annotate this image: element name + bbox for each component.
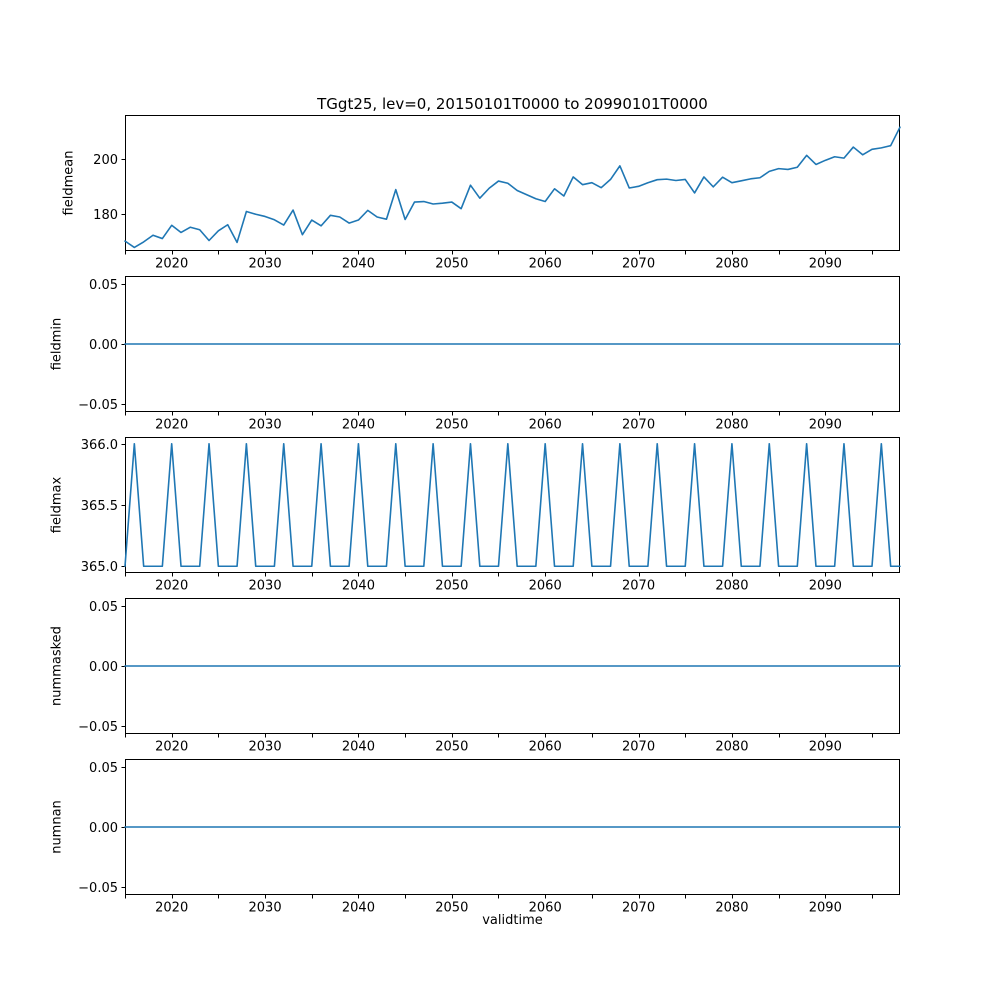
x-tick-label: 2080 [715,579,748,594]
x-tick-label: 2050 [435,418,468,433]
y-axis-label-nummasked: nummasked [49,626,65,706]
x-tick-label: 2030 [249,901,282,916]
x-tick-label: 2060 [529,257,562,272]
fieldmean-line [124,126,901,249]
x-tick-label: 2050 [435,257,468,272]
x-tick-label: 2090 [809,579,842,594]
x-tick-label: 2030 [249,418,282,433]
x-tick-label: 2020 [155,740,188,755]
x-tick-label: 2040 [342,418,375,433]
x-tick-label: 2090 [809,418,842,433]
x-tick-label: 2040 [342,740,375,755]
y-tick-label: 200 [93,153,118,168]
y-tick-label: 0.05 [89,761,118,776]
x-tick-label: 2060 [529,740,562,755]
y-axis-label-fieldmin: fieldmin [49,317,65,371]
y-tick-label: −0.05 [78,720,118,735]
y-tick-label: 365.5 [81,499,118,514]
x-tick-label: 2080 [715,257,748,272]
fieldmax-line [124,442,901,568]
y-tick-label: 0.00 [89,821,118,836]
x-tick-label: 2060 [529,418,562,433]
y-tick-label: −0.05 [78,398,118,413]
x-tick-label: 2030 [249,257,282,272]
y-tick-label: 180 [93,208,118,223]
x-tick-label: 2020 [155,257,188,272]
x-tick-label: 2040 [342,901,375,916]
x-tick-label: 2080 [715,901,748,916]
x-tick-label: 2070 [622,901,655,916]
y-axis-label-fieldmean: fieldmean [61,150,77,216]
x-tick-label: 2050 [435,901,468,916]
x-tick-label: 2070 [622,257,655,272]
y-tick-label: 0.00 [89,338,118,353]
y-tick-label: 0.05 [89,278,118,293]
y-tick-label: 0.05 [89,600,118,615]
x-tick-label: 2070 [622,579,655,594]
x-tick-label: 2020 [155,579,188,594]
y-tick-label: 366.0 [81,438,118,453]
x-axis-label: validtime [482,913,543,928]
y-tick-label: 365.0 [81,560,118,575]
y-tick-label: 0.00 [89,660,118,675]
axes-frame-fieldmean [125,115,900,251]
x-tick-label: 2040 [342,257,375,272]
x-tick-label: 2090 [809,257,842,272]
y-axis-label-fieldmax: fieldmax [49,476,65,534]
x-tick-label: 2030 [249,579,282,594]
x-tick-label: 2020 [155,901,188,916]
x-tick-label: 2090 [809,901,842,916]
x-tick-label: 2050 [435,740,468,755]
x-tick-label: 2070 [622,418,655,433]
x-tick-label: 2030 [249,740,282,755]
x-tick-label: 2040 [342,579,375,594]
x-tick-label: 2050 [435,579,468,594]
x-tick-label: 2020 [155,418,188,433]
axes-frame-fieldmax [125,437,900,573]
x-tick-label: 2060 [529,579,562,594]
x-tick-label: 2080 [715,418,748,433]
figure-title: TGgt25, lev=0, 20150101T0000 to 20990101… [317,95,708,113]
y-tick-label: −0.05 [78,881,118,896]
x-tick-label: 2060 [529,901,562,916]
x-tick-label: 2080 [715,740,748,755]
y-axis-label-numnan: numnan [49,800,65,854]
x-tick-label: 2090 [809,740,842,755]
x-tick-label: 2070 [622,740,655,755]
